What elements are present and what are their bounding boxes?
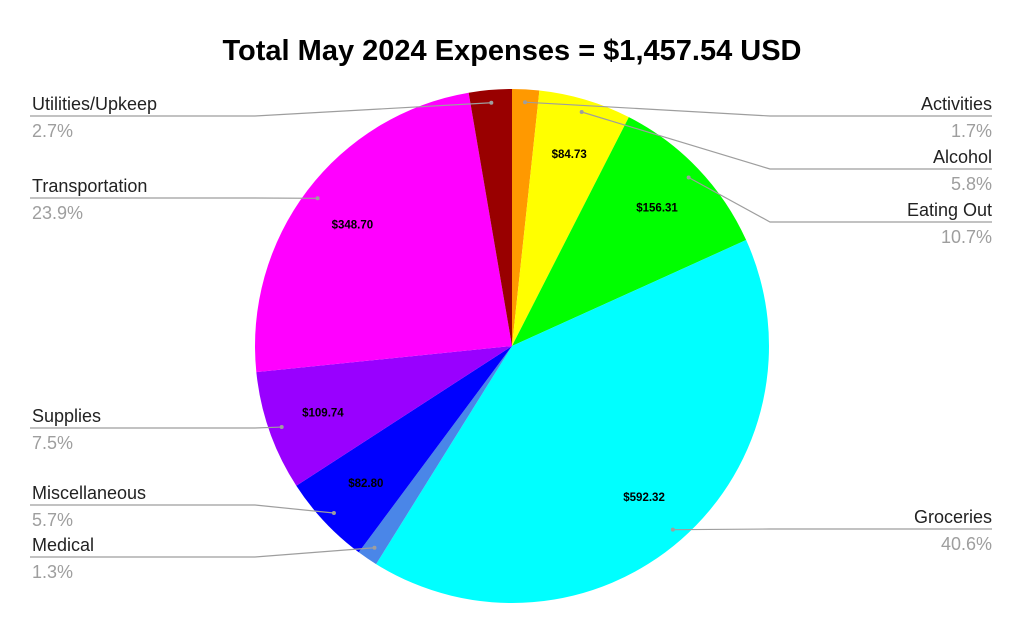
label-percent-activities: 1.7% (951, 121, 992, 141)
label-percent-groceries: 40.6% (941, 534, 992, 554)
label-percent-utilities-upkeep: 2.7% (32, 121, 73, 141)
leader-line-eating-out (688, 176, 992, 223)
value-label-groceries: $592.32 (623, 492, 665, 504)
label-percent-miscellaneous: 5.7% (32, 510, 73, 530)
label-name-groceries: Groceries (914, 507, 992, 527)
slice-utilities-upkeep[interactable] (468, 89, 512, 346)
slice-activities[interactable] (512, 89, 540, 346)
slice-groceries[interactable] (376, 240, 770, 603)
label-name-activities: Activities (921, 94, 992, 114)
value-label-transportation: $348.70 (332, 220, 374, 232)
leader-line-medical (30, 547, 375, 558)
leader-line-miscellaneous (30, 504, 334, 514)
value-label-alcohol: $84.73 (552, 149, 587, 161)
label-percent-supplies: 7.5% (32, 433, 73, 453)
leader-line-supplies (30, 426, 282, 429)
label-name-supplies: Supplies (32, 406, 101, 426)
label-percent-eating-out: 10.7% (941, 227, 992, 247)
label-name-medical: Medical (32, 535, 94, 555)
label-name-miscellaneous: Miscellaneous (32, 483, 146, 503)
label-percent-transportation: 23.9% (32, 203, 83, 223)
leader-line-groceries (672, 528, 992, 531)
label-percent-medical: 1.3% (32, 562, 73, 582)
leader-dot-activities (523, 100, 528, 105)
leader-dot-medical (372, 545, 377, 550)
leader-line-alcohol (581, 111, 992, 170)
label-name-alcohol: Alcohol (933, 147, 992, 167)
leader-dot-utilities-upkeep (489, 100, 494, 105)
slice-medical[interactable] (358, 346, 512, 565)
value-label-miscellaneous: $82.80 (348, 478, 383, 490)
value-label-eating-out: $156.31 (636, 203, 678, 215)
label-percent-alcohol: 5.8% (951, 174, 992, 194)
slice-eating-out[interactable] (512, 117, 747, 346)
label-name-utilities-upkeep: Utilities/Upkeep (32, 94, 157, 114)
leader-line-utilities-upkeep (30, 102, 492, 117)
chart-title: Total May 2024 Expenses = $1,457.54 USD (223, 35, 802, 67)
slice-transportation[interactable] (255, 92, 512, 373)
leader-dot-miscellaneous (331, 511, 336, 516)
leader-dot-supplies (279, 425, 284, 430)
label-name-eating-out: Eating Out (907, 200, 992, 220)
slice-alcohol[interactable] (512, 90, 629, 346)
leader-dot-transportation (315, 196, 320, 201)
leader-line-activities (524, 101, 992, 117)
label-name-transportation: Transportation (32, 176, 147, 196)
slice-supplies[interactable] (256, 346, 512, 486)
leader-dot-eating-out (686, 175, 691, 180)
leader-dot-groceries (670, 527, 675, 532)
value-label-supplies: $109.74 (302, 408, 344, 420)
leader-dot-alcohol (579, 110, 584, 115)
slice-miscellaneous[interactable] (296, 346, 512, 553)
